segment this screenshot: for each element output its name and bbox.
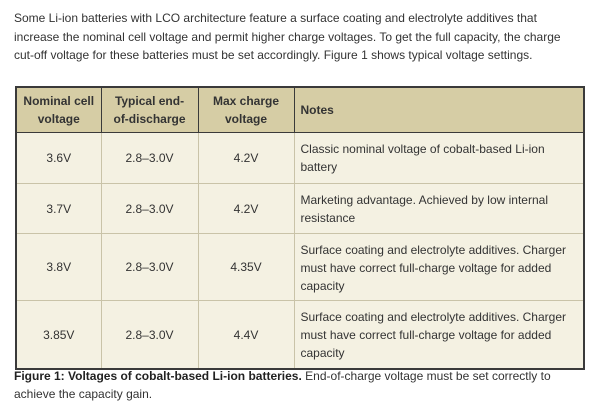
caption-text: End-of-charge voltage must be set correc…	[14, 369, 551, 401]
table-cell: 2.8–3.0V	[100, 132, 199, 184]
table-cell: 2.8–3.0V	[100, 183, 199, 234]
header-cell: Notes	[293, 86, 585, 133]
caption: Figure 1: Voltages of cobalt-based Li-io…	[14, 367, 574, 403]
table-cell: 3.7V	[15, 183, 102, 234]
table-row: 3.8V 2.8–3.0V 4.35V Surface coating and ele…	[15, 233, 585, 301]
table-cell: 3.85V	[15, 300, 102, 370]
table-cell: 3.8V	[15, 233, 102, 301]
table-row: 3.85V 2.8–3.0V 4.4V Surface coating and ele…	[15, 300, 585, 370]
table-cell: Surface coating and electrolyte additive…	[293, 300, 585, 370]
table-cell: 4.35V	[197, 233, 295, 301]
table-row: 3.7V 2.8–3.0V 4.2V Marketing advantage. Ach…	[15, 183, 585, 234]
header-row: Nominal cell voltage Typical end-of-disc…	[15, 86, 585, 133]
header-cell: Max charge voltage	[197, 86, 295, 133]
voltage-table: Nominal cell voltage Typical end-of-disc…	[15, 86, 585, 370]
table-cell: Classic nominal voltage of cobalt-based …	[293, 132, 585, 184]
header-cell: Typical end-of-discharge	[100, 86, 199, 133]
table-cell: 4.4V	[197, 300, 295, 370]
table-cell: 2.8–3.0V	[100, 233, 199, 301]
table-cell: 2.8–3.0V	[100, 300, 199, 370]
table-cell: 4.2V	[197, 132, 295, 184]
table-row: 3.6V 2.8–3.0V 4.2V Classic nominal voltage …	[15, 132, 585, 184]
table-cell: Surface coating and electrolyte additive…	[293, 233, 585, 301]
table-body: 3.6V 2.8–3.0V 4.2V Classic nominal voltage …	[15, 132, 585, 370]
header-cell: Nominal cell voltage	[15, 86, 102, 133]
table-cell: Marketing advantage. Achieved by low int…	[293, 183, 585, 234]
caption-label: Figure 1: Voltages of cobalt-based Li-io…	[14, 369, 302, 383]
intro-text: Some Li-ion batteries with LCO architect…	[14, 11, 561, 62]
table-cell: 3.6V	[15, 132, 102, 184]
table-cell: 4.2V	[197, 183, 295, 234]
